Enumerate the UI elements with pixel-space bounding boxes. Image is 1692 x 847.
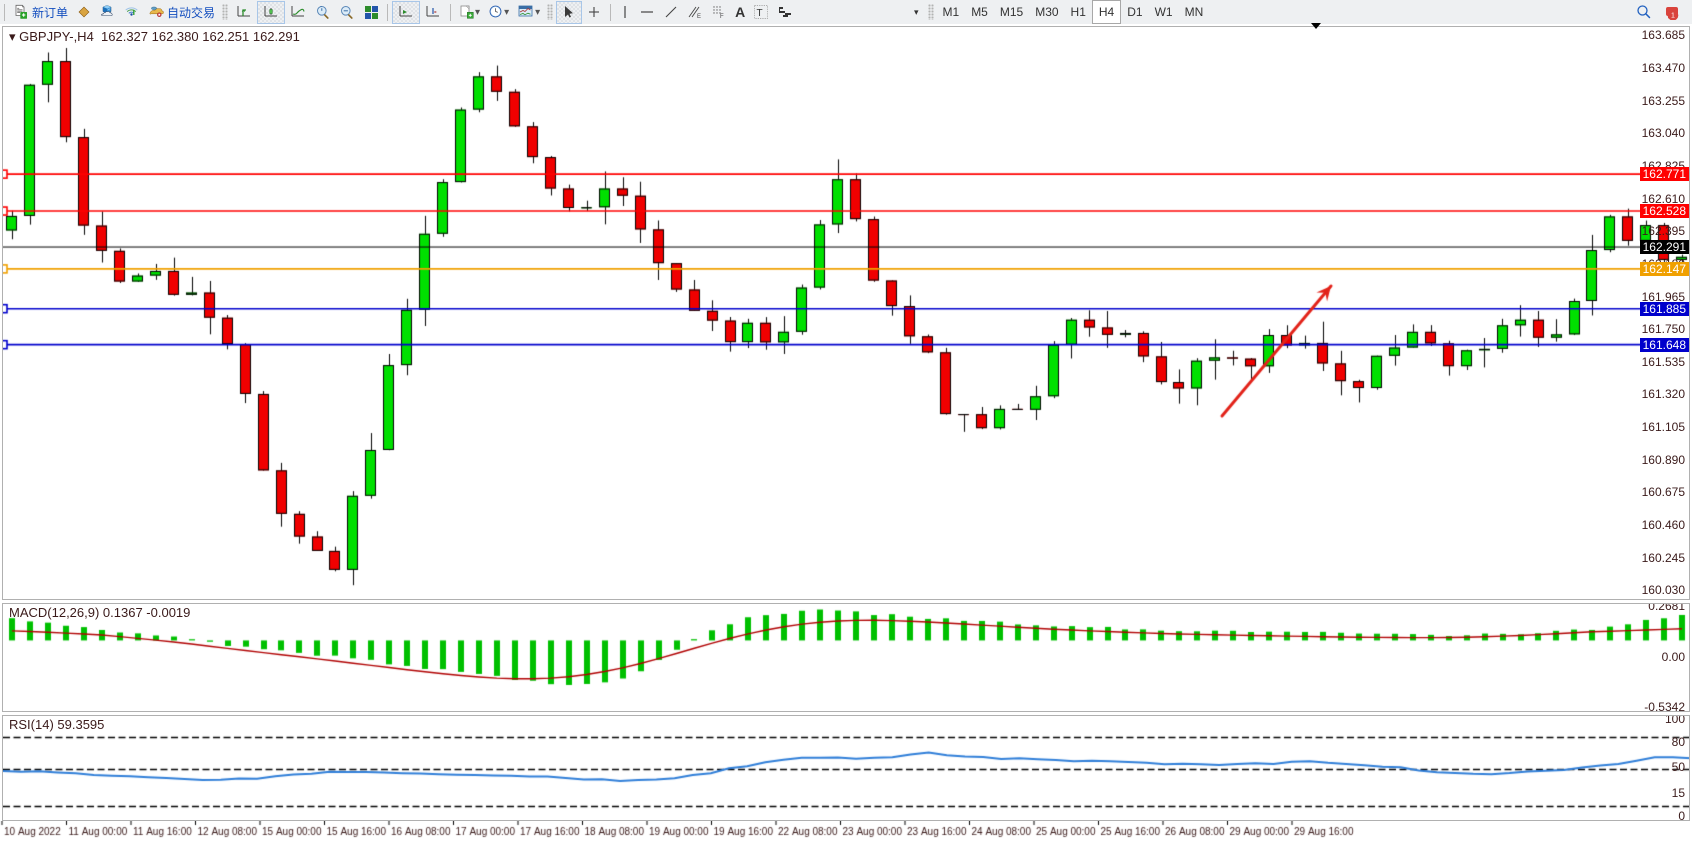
svg-text:1: 1: [1671, 12, 1675, 19]
svg-text:F: F: [720, 14, 724, 20]
svg-text:E: E: [697, 14, 701, 20]
svg-text:T: T: [757, 8, 763, 19]
